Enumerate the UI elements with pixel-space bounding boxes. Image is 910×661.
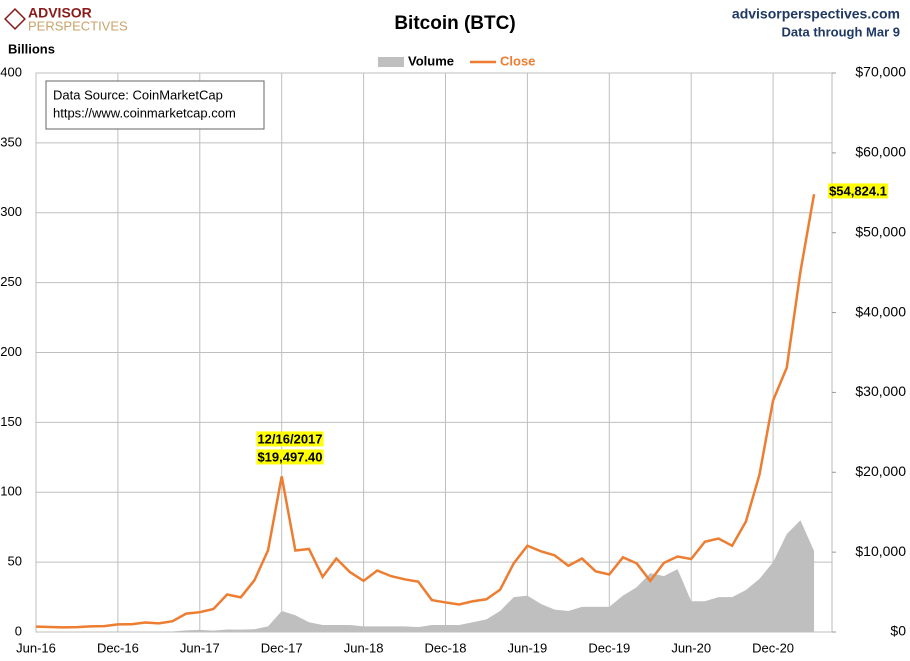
source-text: Data Source: CoinMarketCap <box>53 87 223 102</box>
y2-tick-label: $70,000 <box>855 64 906 80</box>
y2-tick-label: $30,000 <box>855 383 906 399</box>
y-tick-label: 200 <box>0 344 22 359</box>
legend-swatch <box>378 57 404 67</box>
brand-line2: PERSPECTIVES <box>28 18 128 33</box>
brand-line1: ADVISOR <box>28 5 92 21</box>
y2-tick-label: $40,000 <box>855 303 906 319</box>
x-tick-label: Jun-18 <box>344 640 384 655</box>
x-tick-label: Dec-18 <box>425 640 467 655</box>
annotation-highlight <box>256 431 324 447</box>
annotation-highlight <box>256 449 324 465</box>
y-tick-label: 50 <box>8 554 22 569</box>
y-tick-label: 400 <box>0 64 22 79</box>
y2-tick-label: $60,000 <box>855 144 906 160</box>
x-tick-label: Dec-17 <box>261 640 303 655</box>
y-tick-label: 250 <box>0 274 22 289</box>
source-box <box>45 80 265 130</box>
source-text: https://www.coinmarketcap.com <box>53 105 236 120</box>
volume-area <box>36 520 815 632</box>
x-tick-label: Jun-20 <box>671 640 711 655</box>
site: advisorperspectives.com <box>732 6 900 22</box>
y2-tick-label: $20,000 <box>855 463 906 479</box>
annotation: 12/16/2017 <box>257 431 322 446</box>
x-tick-label: Dec-20 <box>752 640 794 655</box>
data-note: Data through Mar 9 <box>782 24 900 39</box>
y-tick-label: 0 <box>15 623 22 638</box>
chart-title: Bitcoin (BTC) <box>394 13 515 34</box>
annotation-highlight <box>828 183 888 199</box>
y2-tick-label: $10,000 <box>855 543 906 559</box>
y-tick-label: 300 <box>0 204 22 219</box>
x-tick-label: Jun-19 <box>508 640 548 655</box>
y2-tick-label: $50,000 <box>855 223 906 239</box>
x-tick-label: Dec-16 <box>97 640 139 655</box>
legend-label: Close <box>500 53 535 68</box>
annotation: $54,824.1 <box>829 183 887 198</box>
y2-tick-label: $0 <box>890 623 906 639</box>
y-tick-label: 350 <box>0 134 22 149</box>
y-tick-label: 100 <box>0 484 22 499</box>
x-tick-label: Jun-17 <box>180 640 220 655</box>
x-tick-label: Jun-16 <box>16 640 56 655</box>
y-axis-label: Billions <box>8 41 55 56</box>
close-line <box>35 193 816 629</box>
legend-label: Volume <box>408 53 454 68</box>
annotation: $19,497.40 <box>257 449 322 464</box>
x-tick-label: Dec-19 <box>588 640 630 655</box>
y-tick-label: 150 <box>0 414 22 429</box>
logo-mark <box>4 8 26 30</box>
